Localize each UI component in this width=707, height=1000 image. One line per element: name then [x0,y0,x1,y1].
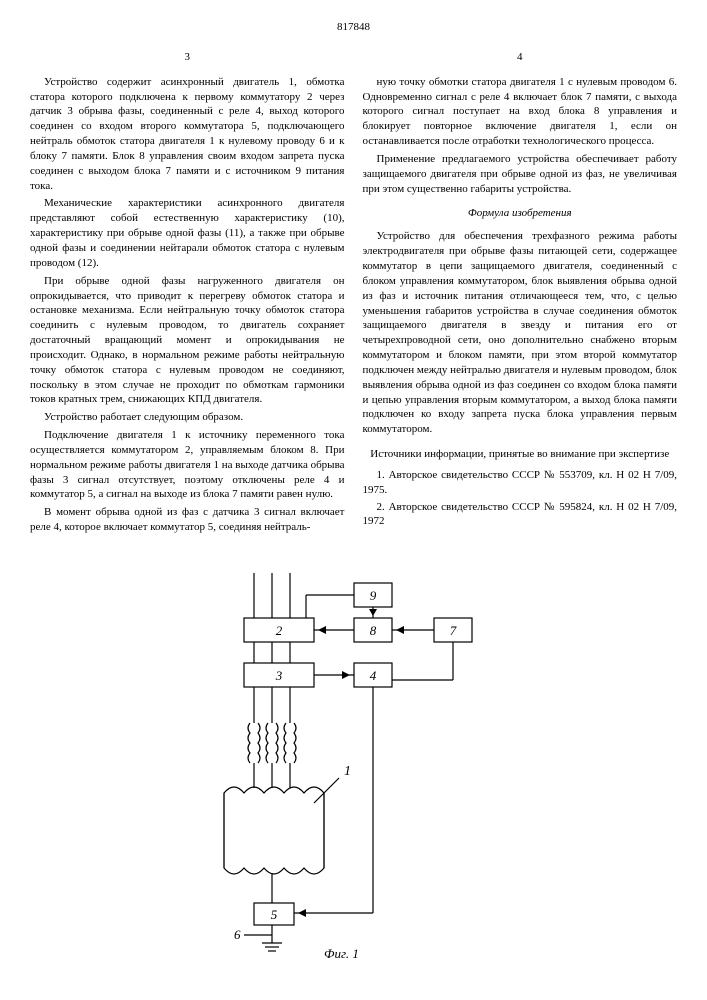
right-p2: Применение предлагаемого устройства обес… [363,152,678,197]
ref2: 2. Авторское свидетельство СССР № 595824… [363,500,678,530]
svg-text:9: 9 [369,588,376,603]
left-p3: При обрыве одной фазы нагруженного двига… [30,274,345,408]
svg-text:4: 4 [369,668,376,683]
left-p5: Подключение двигателя 1 к источнику пере… [30,428,345,502]
left-column: 3 Устройство содержит асинхронный двигат… [30,50,345,538]
circuit-svg: 9 2 8 7 3 [194,563,514,963]
formula-title: Формула изобретения [363,206,678,221]
circuit-figure: 9 2 8 7 3 [30,563,677,963]
left-p6: В момент обрыва одной из фаз с датчика 3… [30,505,345,535]
text-columns: 3 Устройство содержит асинхронный двигат… [30,50,677,538]
document-number: 817848 [30,20,677,35]
svg-text:3: 3 [274,668,282,683]
ref1: 1. Авторское свидетельство СССР № 553709… [363,468,678,498]
figure-label: Фиг. 1 [324,946,359,961]
left-p1: Устройство содержит асинхронный двигател… [30,75,345,194]
svg-text:8: 8 [369,623,376,638]
left-p2: Механические характеристики асинхронного… [30,196,345,270]
svg-text:1: 1 [344,764,351,779]
right-col-number: 4 [363,50,678,65]
right-p1: ную точку обмотки статора двигателя 1 с … [363,75,678,149]
svg-text:7: 7 [449,623,456,638]
right-column: 4 ную точку обмотки статора двигателя 1 … [363,50,678,538]
left-col-number: 3 [30,50,345,65]
left-p4: Устройство работает следующим образом. [30,410,345,425]
svg-text:6: 6 [234,927,241,942]
sources-title: Источники информации, принятые во вниман… [363,447,678,462]
svg-text:2: 2 [275,623,282,638]
svg-text:5: 5 [270,907,277,922]
right-p3: Устройство для обеспечения трехфазного р… [363,229,678,437]
